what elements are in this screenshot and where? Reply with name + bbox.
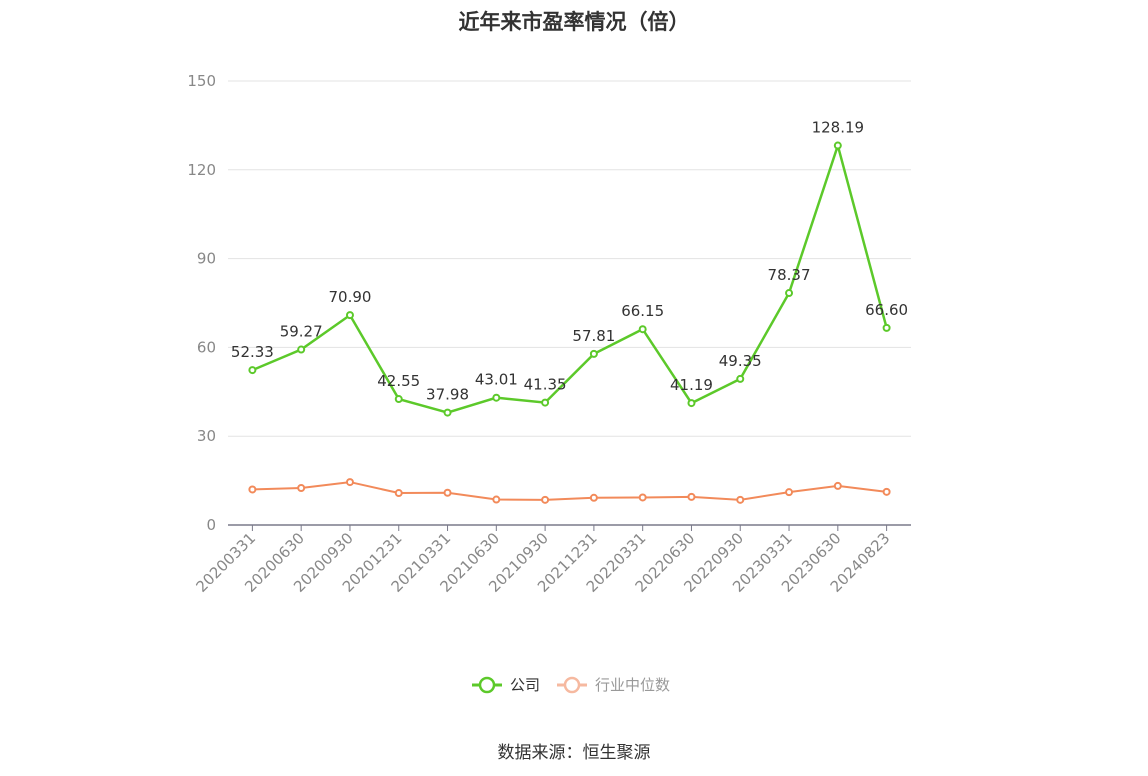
data-label: 66.60 [865,301,908,319]
data-point [394,489,403,498]
data-point [248,485,257,494]
data-label: 42.55 [377,372,420,390]
data-point [736,374,745,383]
data-source: 数据来源：恒生聚源 [497,743,651,763]
data-point [638,493,647,502]
legend-marker [478,676,496,694]
data-point [687,399,696,408]
y-tick-label: 120 [187,161,216,179]
legend-label: 行业中位数 [595,676,670,694]
data-label: 78.37 [768,266,811,284]
series-line-industry-median [252,481,887,501]
legend-marker [563,676,581,694]
data-point [882,323,891,332]
data-label: 43.01 [475,371,518,389]
y-tick-label: 90 [197,250,216,268]
data-label: 41.35 [524,376,567,394]
data-point [443,488,452,497]
data-point [492,393,501,402]
chart-title: 近年来市盈率情况（倍） [458,10,690,34]
legend-item-industry-median[interactable]: 行业中位数 [557,676,670,694]
data-label: 128.19 [812,119,865,137]
data-label: 57.81 [572,327,615,345]
data-labels: 52.33 59.27 70.90 42.55 37.98 43.01 41.35 57.81… [231,119,908,404]
data-point [589,349,598,358]
data-point [833,141,842,150]
data-point [882,487,891,496]
data-point [345,311,354,320]
data-label: 49.35 [719,352,762,370]
data-point [833,481,842,490]
y-tick-label: 30 [197,427,216,445]
data-point [785,289,794,298]
data-point [785,488,794,497]
data-point [297,345,306,354]
data-point [736,495,745,504]
data-point [541,398,550,407]
legend[interactable]: 公司 行业中位数 [472,676,670,694]
legend-label: 公司 [510,676,540,694]
data-point [541,495,550,504]
data-point [638,325,647,334]
legend-item-company[interactable]: 公司 [472,676,540,694]
y-axis-ticks: 0 30 60 90 120 150 [187,72,216,534]
series-line-company [251,141,888,414]
data-label: 66.15 [621,302,664,320]
data-point [443,408,452,417]
data-point [492,495,501,504]
data-point [687,492,696,501]
data-point [345,478,354,487]
y-tick-label: 150 [187,72,216,90]
grid-lines [228,80,911,437]
y-tick-label: 0 [206,516,216,534]
y-tick-label: 60 [197,338,216,356]
data-point [394,395,403,404]
x-axis: 2020033120200630202009302020123120210331… [192,524,911,596]
data-label: 52.33 [231,343,274,361]
series-layer [248,141,891,504]
data-label: 70.90 [328,288,371,306]
data-point [589,493,598,502]
data-point [297,484,306,492]
data-label: 59.27 [280,323,323,341]
data-label: 37.98 [426,386,469,404]
data-point [248,366,257,375]
data-label: 41.19 [670,376,713,394]
